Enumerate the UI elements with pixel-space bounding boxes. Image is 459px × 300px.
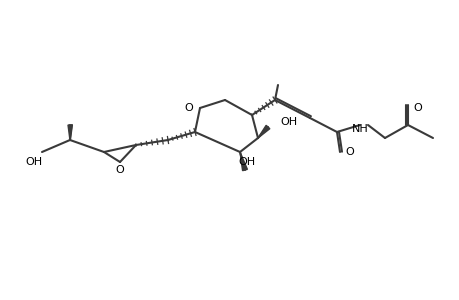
Polygon shape (240, 152, 247, 171)
Polygon shape (257, 125, 269, 138)
Text: O: O (412, 103, 421, 113)
Text: OH: OH (280, 117, 297, 127)
Text: O: O (184, 103, 193, 113)
Text: OH: OH (238, 157, 255, 167)
Text: O: O (344, 147, 353, 157)
Polygon shape (68, 125, 72, 140)
Text: OH: OH (25, 157, 43, 167)
Text: O: O (115, 165, 124, 175)
Text: NH: NH (351, 124, 368, 134)
